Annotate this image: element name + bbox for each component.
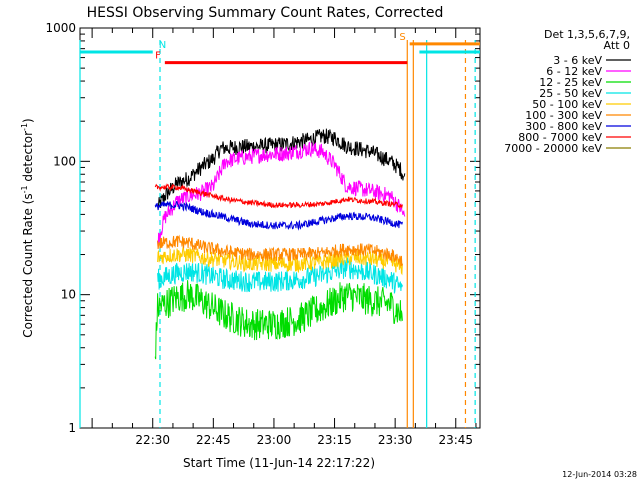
x-tick-label: 23:00 [257,433,292,447]
y-axis-label-sup1: -1 [20,185,29,193]
y-axis-label: Corrected Count Rate (s-1 detector-1) [20,118,35,337]
series-line [154,200,403,231]
legend-entry-label: 3 - 6 keV [553,54,602,67]
series-lines [154,128,406,360]
series-line [157,128,406,210]
y-axis: 1 10 100 1000 [45,21,480,435]
x-axis-label: Start Time (11-Jun-14 22:17:22) [183,456,375,470]
y-axis-label-sup2: -1 [20,123,29,131]
vertical-markers [79,40,476,428]
series-line [154,183,403,209]
legend-entry-label: 800 - 7000 keV [518,131,602,144]
legend-entry-label: 12 - 25 keV [539,76,602,89]
legend-entry-label: 100 - 300 keV [525,109,602,122]
x-tick-label: 22:45 [196,433,231,447]
y-tick-label: 1 [68,421,76,435]
flag-bar-label: N [159,40,166,51]
flag-bar-label: S [399,32,405,43]
y-axis-label-main: Corrected Count Rate (s [21,193,35,337]
legend-entry-label: 7000 - 20000 keV [504,142,602,155]
y-axis-label-mid: detector [21,131,35,186]
y-tick-label: 100 [53,154,76,168]
y-axis-label-end: ) [21,118,35,123]
legend-entry-label: 300 - 800 keV [525,120,602,133]
chart-title: HESSI Observing Summary Count Rates, Cor… [87,5,444,21]
series-line [157,234,403,267]
series-line [157,141,406,248]
x-tick-label: 23:45 [438,433,473,447]
legend-entry-label: 6 - 12 keV [546,65,602,78]
y-tick-label: 10 [61,288,76,302]
series-line [154,280,403,360]
y-tick-label: 1000 [45,21,76,35]
x-tick-label: 23:30 [378,433,413,447]
legend-entry-label: 50 - 100 keV [532,98,602,111]
flag-bar-label: F [155,51,161,62]
legend-header: Att 0 [604,39,630,52]
legend-header: Det 1,3,5,6,7,9, [544,28,630,41]
legend-entry-label: 25 - 50 keV [539,87,602,100]
timestamp: 12-Jun-2014 03:28 [562,470,637,479]
x-tick-label: 22:30 [135,433,170,447]
x-axis: 22:30 22:45 23:00 23:15 23:30 23:45 [91,28,477,447]
flag-bars: NF S [80,32,480,65]
series-line [157,246,403,276]
x-tick-label: 23:15 [317,433,352,447]
